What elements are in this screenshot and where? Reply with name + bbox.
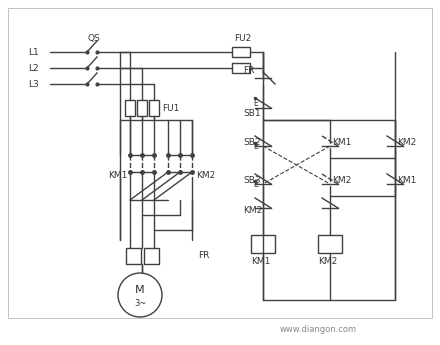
Bar bbox=[137, 100, 147, 116]
Bar bbox=[149, 100, 159, 116]
Text: E: E bbox=[253, 141, 258, 150]
Bar bbox=[232, 63, 250, 73]
Bar bbox=[318, 235, 342, 253]
Bar bbox=[8, 8, 432, 318]
Bar bbox=[232, 47, 250, 57]
Text: KM2: KM2 bbox=[318, 256, 337, 266]
Text: SB1: SB1 bbox=[243, 108, 260, 118]
Text: FU2: FU2 bbox=[234, 33, 251, 42]
Text: QS: QS bbox=[87, 33, 100, 42]
Text: KM2: KM2 bbox=[196, 170, 215, 179]
Bar bbox=[251, 235, 275, 253]
Text: SB2: SB2 bbox=[243, 138, 260, 147]
Text: KM1: KM1 bbox=[397, 176, 416, 185]
Text: www.diangon.com: www.diangon.com bbox=[280, 325, 357, 335]
Bar bbox=[125, 100, 135, 116]
Text: SB3: SB3 bbox=[243, 176, 260, 185]
Text: M: M bbox=[135, 285, 145, 295]
Text: FU1: FU1 bbox=[162, 104, 180, 112]
Text: KM2: KM2 bbox=[397, 138, 416, 147]
Text: E: E bbox=[253, 99, 258, 108]
Text: KM1: KM1 bbox=[251, 256, 270, 266]
Text: L2: L2 bbox=[28, 63, 39, 72]
Text: KM1: KM1 bbox=[332, 138, 352, 147]
Bar bbox=[126, 248, 141, 264]
Text: E: E bbox=[253, 179, 258, 188]
Text: KM1: KM1 bbox=[108, 170, 127, 179]
Text: KM2: KM2 bbox=[243, 206, 262, 215]
Text: 3~: 3~ bbox=[134, 298, 146, 307]
Bar bbox=[144, 248, 159, 264]
Text: L3: L3 bbox=[28, 79, 39, 89]
Text: L1: L1 bbox=[28, 48, 39, 57]
Text: FR: FR bbox=[198, 252, 209, 260]
Text: FR: FR bbox=[243, 66, 254, 75]
Text: KM2: KM2 bbox=[332, 176, 351, 185]
